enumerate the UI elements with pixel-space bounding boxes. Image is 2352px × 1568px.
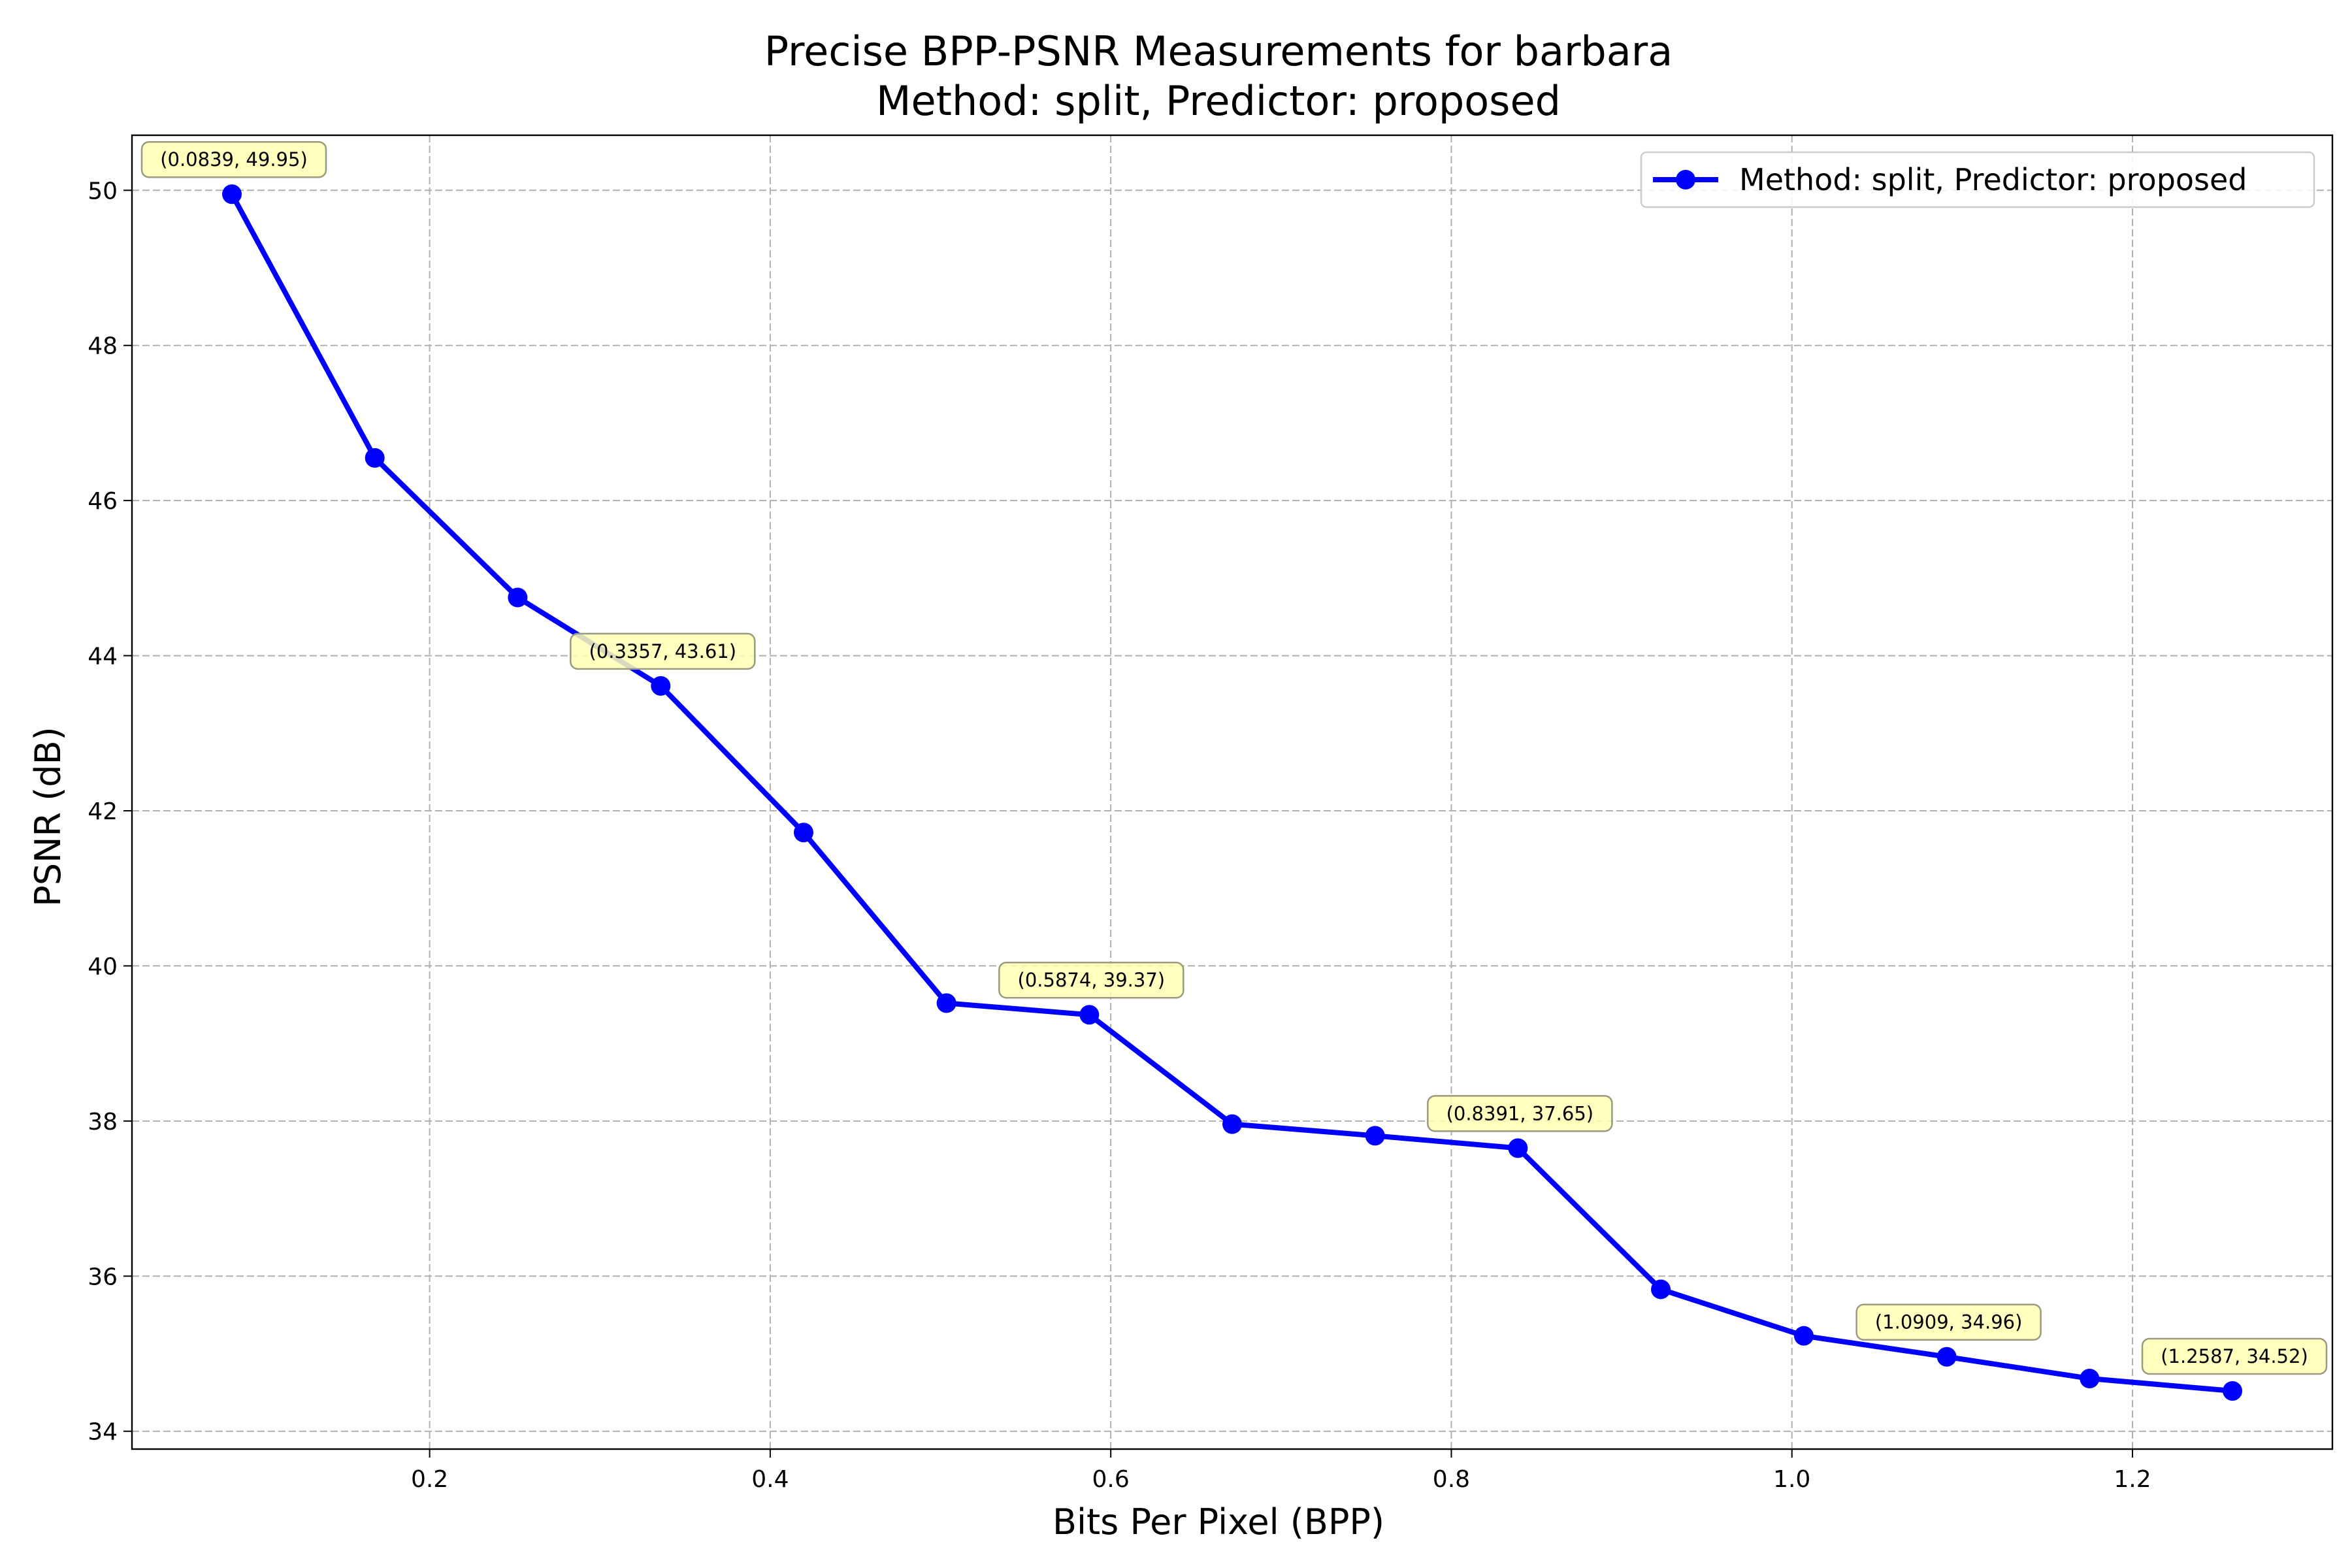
data-point xyxy=(221,184,242,204)
x-tick-label: 0.2 xyxy=(411,1466,448,1493)
data-point xyxy=(2080,1368,2100,1388)
data-point xyxy=(508,587,528,608)
data-point xyxy=(1079,1005,1100,1025)
data-point xyxy=(1936,1347,1957,1367)
legend: Method: split, Predictor: proposed xyxy=(1640,151,2315,208)
x-tick-label: 0.6 xyxy=(1092,1466,1130,1493)
y-tick-label: 50 xyxy=(88,178,118,204)
annotation-label: (1.2587, 34.52) xyxy=(2161,1345,2308,1367)
legend-entry-label: Method: split, Predictor: proposed xyxy=(1739,162,2247,197)
annotation-label: (0.3357, 43.61) xyxy=(589,640,737,662)
data-series xyxy=(221,184,2243,1401)
y-tick-label: 42 xyxy=(88,798,118,825)
annotation-label: (0.8391, 37.65) xyxy=(1446,1102,1594,1124)
legend-marker xyxy=(1676,170,1695,189)
plot-frame xyxy=(131,134,2334,1450)
y-axis-label: PSNR (dB) xyxy=(27,727,69,906)
data-annotations: (0.0839, 49.95) (0.3357, 43.61) (0.5874, 3… xyxy=(140,140,2328,1375)
legend-box xyxy=(1640,151,2315,208)
data-point xyxy=(365,448,385,468)
annotation-box xyxy=(1427,1095,1613,1132)
annotation-box xyxy=(570,632,756,670)
y-tick-label: 40 xyxy=(88,953,118,980)
data-point xyxy=(936,993,956,1013)
x-tick-label: 1.2 xyxy=(2114,1466,2151,1493)
chart-title: Precise BPP-PSNR Measurements for barbar… xyxy=(764,27,1673,75)
data-point xyxy=(1222,1114,1242,1134)
data-point xyxy=(651,676,671,696)
annotation-box xyxy=(1855,1303,2042,1341)
y-tick-label: 48 xyxy=(88,333,118,360)
annotation-label: (0.5874, 39.37) xyxy=(1018,969,1166,991)
chart-subtitle: Method: split, Predictor: proposed xyxy=(876,77,1561,125)
annotation-label: (0.0839, 49.95) xyxy=(160,148,308,171)
annotation-box xyxy=(140,140,327,178)
y-tick-label: 38 xyxy=(88,1109,118,1135)
x-tick-label: 0.8 xyxy=(1433,1466,1470,1493)
data-point xyxy=(1651,1279,1671,1299)
data-point xyxy=(1793,1326,1814,1346)
data-point xyxy=(793,823,813,843)
tick-labels: 0.2 0.4 0.6 0.8 1.0 1.2 34 36 38 40 42 44 46 48 50 xyxy=(88,178,2151,1493)
y-tick-label: 34 xyxy=(88,1419,118,1446)
x-tick-label: 1.0 xyxy=(1773,1466,1810,1493)
axes xyxy=(123,134,2334,1458)
data-point xyxy=(2223,1380,2243,1401)
annotation-label: (1.0909, 34.96) xyxy=(1875,1311,2023,1333)
annotation-box xyxy=(998,961,1184,999)
data-point xyxy=(1508,1138,1528,1158)
data-point xyxy=(1365,1126,1385,1146)
x-tick-label: 0.4 xyxy=(751,1466,789,1493)
y-tick-label: 44 xyxy=(88,644,118,670)
y-tick-label: 46 xyxy=(88,488,118,515)
annotation-box xyxy=(2141,1337,2328,1375)
x-axis-label: Bits Per Pixel (BPP) xyxy=(1053,1501,1384,1543)
y-tick-label: 36 xyxy=(88,1264,118,1290)
